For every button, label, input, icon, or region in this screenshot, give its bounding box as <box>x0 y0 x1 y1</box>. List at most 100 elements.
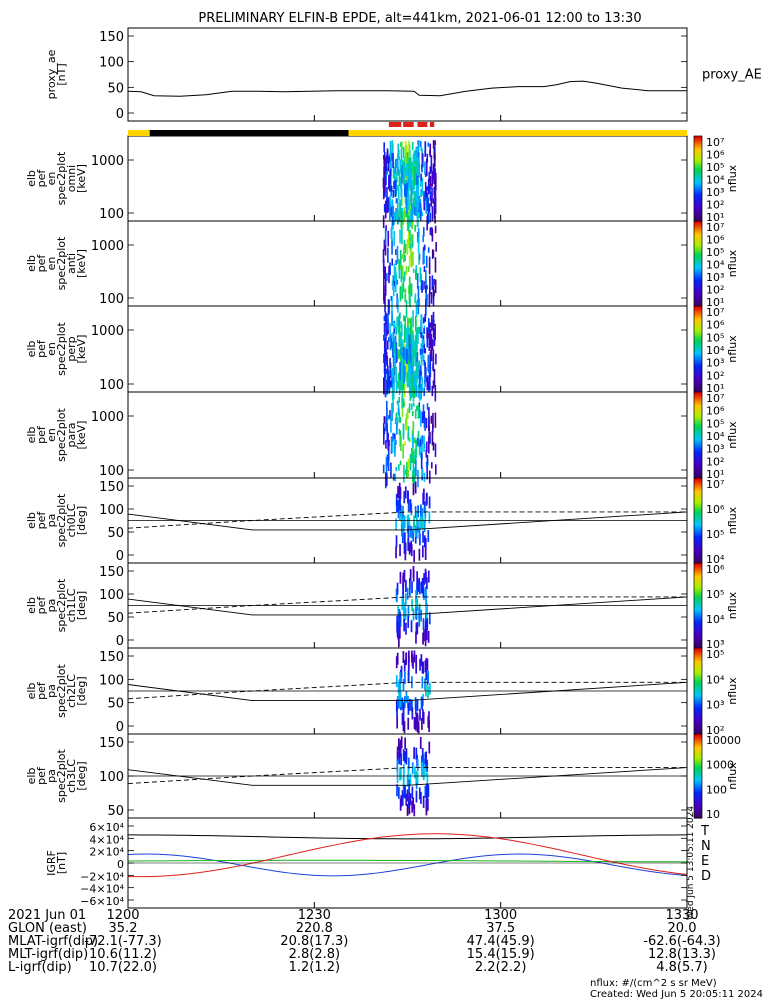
spectrogram-pixel <box>385 313 388 325</box>
spectrogram-pixel <box>389 195 392 208</box>
colorbar-cell <box>694 426 702 430</box>
spectrogram-pixel <box>428 425 431 442</box>
pitch-pixel <box>423 488 425 501</box>
colorbar-cell <box>694 216 702 220</box>
spectrogram-pixel <box>432 412 434 429</box>
ylabel-line: anti <box>65 253 78 274</box>
ytick-label: 150 <box>99 480 124 495</box>
colorbar-cell <box>694 778 702 781</box>
colorbar-ch2lc: 10⁵ 10⁴ 10³ 10² nflux <box>693 647 739 737</box>
spectrogram-pixel <box>409 345 412 363</box>
colorbar-cell <box>694 385 702 389</box>
spectrogram-pixel <box>429 275 431 291</box>
colorbar-cell <box>694 155 702 158</box>
pitch-pixel <box>421 697 423 710</box>
colorbar-label: nflux <box>726 677 739 705</box>
spectrogram-pixel <box>385 159 388 171</box>
xaxis-row-value: 37.5 <box>486 921 515 936</box>
spectrogram-pixel <box>417 145 419 157</box>
colorbar-cell <box>694 736 702 739</box>
ylabel-line: spec2plot <box>55 578 68 632</box>
spectrogram-pixel <box>415 328 418 345</box>
pitch-pixel <box>419 518 421 531</box>
spectrogram-pixel <box>434 279 437 294</box>
colorbar-cell <box>694 484 702 488</box>
pitch-pixel <box>413 716 416 729</box>
spectrogram-pixel <box>385 167 387 176</box>
colorbar-cell <box>694 486 702 490</box>
spectrogram-pixel <box>398 412 401 423</box>
ylabel-line: [deg] <box>75 676 88 705</box>
spectrogram-pixel <box>397 213 399 225</box>
colorbar-cell <box>694 210 702 214</box>
pitch-pixel <box>403 659 406 672</box>
colorbar-cell <box>694 316 702 320</box>
spectrogram-pixel <box>393 279 396 287</box>
colorbar-cell <box>694 701 702 705</box>
spectrogram-pixel <box>409 283 411 292</box>
spectrogram-pixel <box>427 208 430 224</box>
colorbar-cell <box>694 460 702 464</box>
spectrogram-pixel <box>422 280 425 291</box>
ytick-label: 100 <box>99 292 124 307</box>
colorbar-cell <box>694 428 702 432</box>
pitch-pixel <box>421 717 423 730</box>
spectrogram-pixel <box>425 255 428 268</box>
colorbar-cell <box>694 170 702 173</box>
spectrogram-pixel <box>387 230 390 247</box>
spectrogram-pixel <box>415 198 418 216</box>
pitch-pixel <box>411 699 413 712</box>
colorbar-cell <box>694 748 702 752</box>
spectrogram-pixel <box>385 333 387 352</box>
spectrogram-pixel <box>426 284 428 290</box>
spectrogram-pixel <box>427 247 430 253</box>
spectrogram-pixel <box>395 348 398 364</box>
spectrogram-pixel <box>394 212 397 222</box>
pitch-pixel <box>402 773 405 786</box>
colorbar-tick-label: 10⁶ <box>706 405 725 418</box>
colorbar-cell <box>694 552 702 556</box>
colorbar-cell <box>694 278 702 282</box>
spectrogram-pixel <box>410 448 413 464</box>
spectrogram-pixel <box>401 159 404 167</box>
colorbar-cell <box>694 411 702 415</box>
colorbar-cell <box>694 616 702 619</box>
spectrogram-pixel <box>416 175 419 187</box>
colorbar-cell <box>694 450 702 453</box>
colorbar-tick-label: 10000 <box>706 734 741 747</box>
pitch-pixel <box>399 671 402 684</box>
colorbar-cell <box>694 624 702 628</box>
colorbar-cell <box>694 140 702 143</box>
anti-loss-cone-line <box>127 511 687 529</box>
pitch-pixel <box>406 789 409 802</box>
spectrogram-pixel <box>416 231 419 243</box>
spectrogram-pixel <box>395 366 397 383</box>
colorbar-cell <box>694 626 702 630</box>
spectrogram-pixel <box>390 186 393 192</box>
x-axis-annotation: 2021 Jun 01 1200 1230 1300 1330 GLON (east) 35… <box>8 908 721 975</box>
colorbar-cell <box>694 195 702 199</box>
spectrogram-pixel <box>410 339 413 353</box>
spectrogram-pixel <box>389 358 391 369</box>
colorbar-cell <box>694 308 702 311</box>
pitch-pixel <box>400 516 403 529</box>
ytick-label: 50 <box>107 526 124 541</box>
pitch-pixel <box>408 650 410 663</box>
pitch-pixel <box>424 634 427 647</box>
spectrogram-pixel <box>389 140 392 156</box>
spectrogram-pixel <box>397 143 400 159</box>
spectrogram-pixel <box>422 404 425 421</box>
spectrogram-pixel <box>412 473 415 487</box>
colorbar-cell <box>694 533 702 536</box>
pitch-pixel <box>421 545 424 558</box>
spectrogram-pixel <box>393 433 396 440</box>
xaxis-row-value: 20.0 <box>668 921 697 936</box>
colorbar-cell <box>694 723 702 726</box>
spectrogram-pixel <box>392 189 395 198</box>
anti-loss-cone-line <box>127 681 687 700</box>
pitch-pixel <box>425 628 428 641</box>
spectrogram-pixel <box>420 436 423 453</box>
colorbar-cell <box>694 512 702 515</box>
